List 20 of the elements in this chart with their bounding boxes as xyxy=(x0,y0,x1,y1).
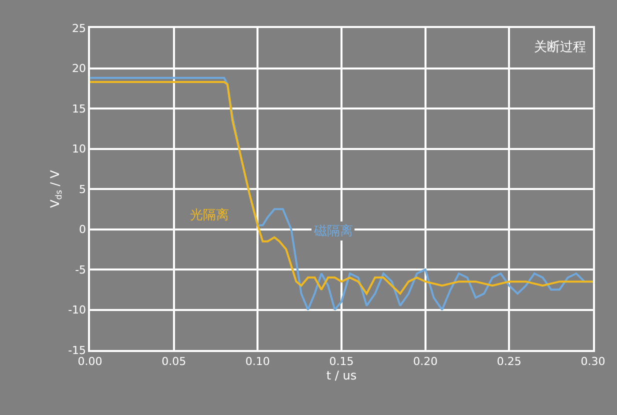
x-tick-label: 0.00 xyxy=(78,354,102,368)
y-tick-label: 20 xyxy=(72,62,86,76)
y-tick-label: 10 xyxy=(72,142,86,156)
y-tick-label: -5 xyxy=(75,263,86,276)
x-tick-label: 0.10 xyxy=(245,354,270,368)
series-label: 磁隔离 xyxy=(313,223,353,239)
y-tick-label: 0 xyxy=(79,223,86,236)
x-tick-label: 0.25 xyxy=(496,354,522,368)
series-label: 光隔离 xyxy=(190,207,229,223)
y-tick-label: 15 xyxy=(72,102,86,116)
y-tick-label: -15 xyxy=(68,344,86,357)
x-axis-title: t / us xyxy=(326,368,357,382)
y-tick-label: 25 xyxy=(72,22,86,35)
x-tick-label: 0.15 xyxy=(329,354,354,368)
annotation: 关断过程 xyxy=(534,40,586,55)
y-tick-label: 5 xyxy=(79,182,86,196)
x-tick-label: 0.20 xyxy=(413,354,438,368)
x-tick-label: 0.05 xyxy=(162,354,186,368)
y-tick-label: -10 xyxy=(68,304,86,317)
x-tick-label: 0.30 xyxy=(580,354,606,368)
